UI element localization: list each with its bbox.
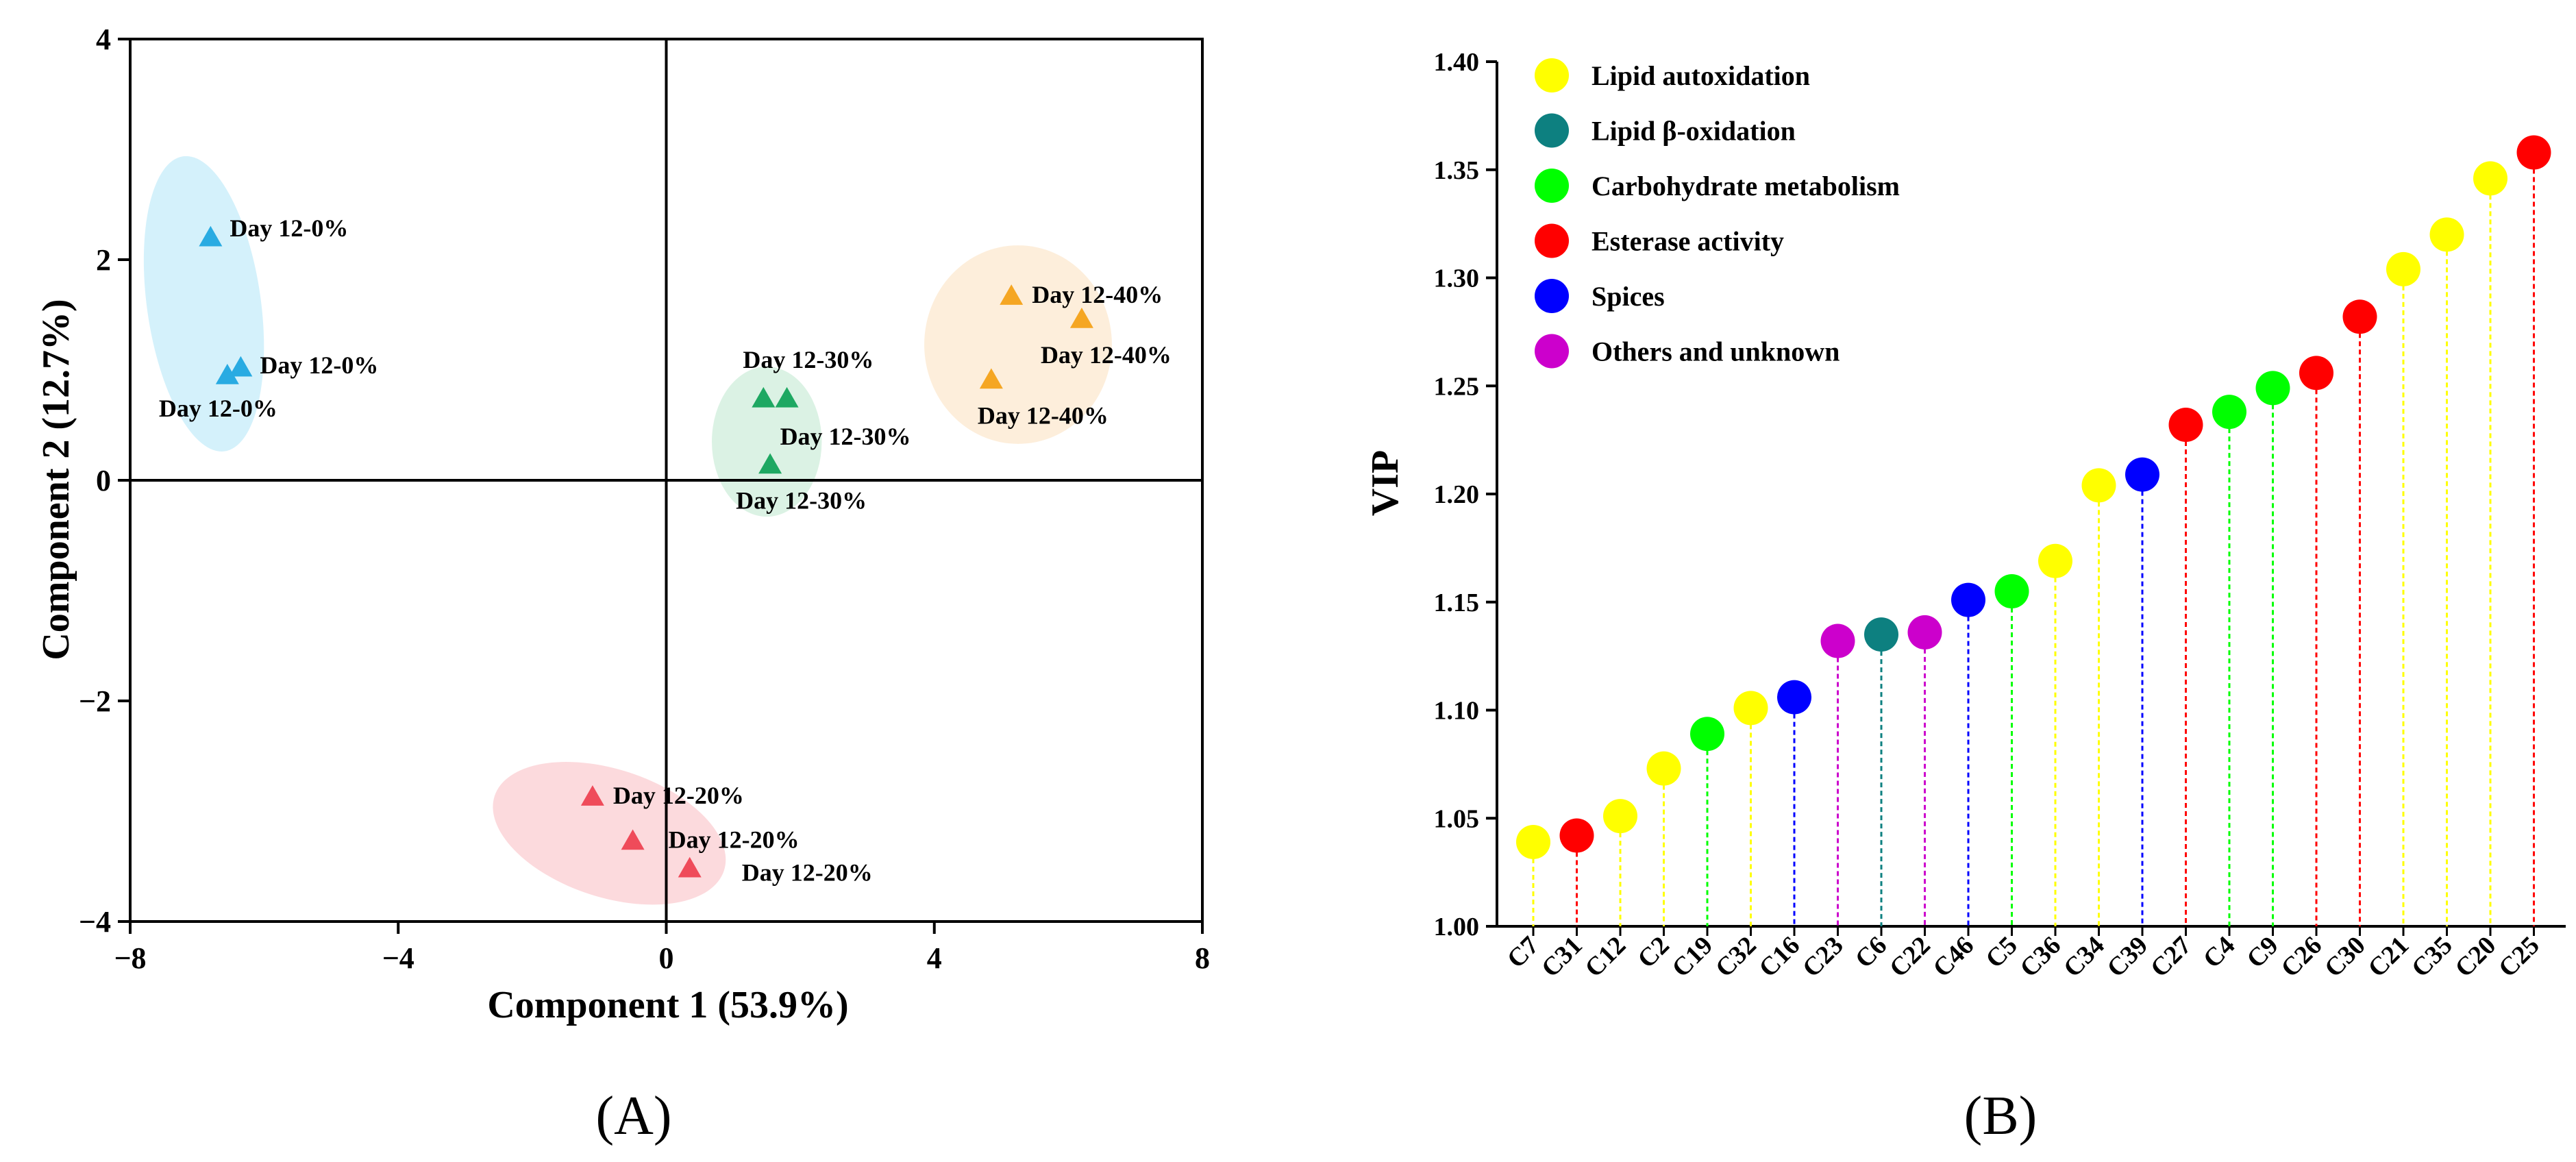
vip-dot-C46 bbox=[1951, 582, 1985, 617]
vip-y-axis-title: VIP bbox=[1364, 450, 1407, 516]
scatter-point-label: Day 12-30% bbox=[736, 486, 867, 514]
y-tick-label: 2 bbox=[96, 243, 111, 277]
vip-dot-C21 bbox=[2386, 251, 2420, 286]
vip-legend: Lipid autoxidation Lipid β-oxidation Carbo… bbox=[1535, 58, 1900, 369]
scatter-point-triangle bbox=[215, 364, 239, 384]
vip-y-tick-label: 1.35 bbox=[1434, 156, 1480, 185]
legend-swatch bbox=[1535, 334, 1569, 369]
vip-dot-C6 bbox=[1864, 617, 1898, 652]
scatter-point-triangle bbox=[678, 856, 702, 878]
x-tick-label: −4 bbox=[382, 941, 414, 975]
vip-dot-C27 bbox=[2168, 408, 2203, 443]
scatter-point-triangle bbox=[1069, 307, 1093, 328]
legend-swatch bbox=[1535, 58, 1569, 92]
vip-dot-C32 bbox=[1733, 691, 1768, 726]
vip-dot-C22 bbox=[1907, 615, 1942, 650]
scatter-point-labels: Day 12-0% Day 12-0% Day 12-0% Day 12-30% Day… bbox=[159, 214, 1172, 887]
panel-label-b: (B) bbox=[1964, 1086, 2038, 1146]
vip-y-tick-label: 1.10 bbox=[1434, 697, 1480, 726]
scatter-point-label: Day 12-20% bbox=[669, 826, 800, 853]
scatter-point-triangle bbox=[621, 829, 645, 850]
legend-label: Carbohydrate metabolism bbox=[1592, 171, 1900, 201]
scatter-point-label: Day 12-30% bbox=[780, 423, 911, 450]
vip-y-tick-label: 1.40 bbox=[1434, 48, 1480, 77]
vip-dot-C36 bbox=[2038, 543, 2072, 578]
vip-y-tick-label: 1.25 bbox=[1434, 372, 1480, 401]
vip-y-tick-label: 1.15 bbox=[1434, 589, 1480, 617]
vip-stems bbox=[1532, 152, 2535, 926]
scatter-point-label: Day 12-30% bbox=[743, 346, 874, 373]
scatter-point-triangle bbox=[758, 453, 782, 474]
vip-dot-C31 bbox=[1559, 818, 1594, 853]
vip-dots bbox=[1516, 135, 2551, 859]
y-axis-title: Component 2 (12.7%) bbox=[35, 299, 77, 660]
group-ellipse-2 bbox=[924, 245, 1112, 444]
y-tick-label: 0 bbox=[96, 464, 111, 497]
vip-dot-C2 bbox=[1646, 751, 1681, 786]
scatter-point-label: Day 12-0% bbox=[260, 351, 378, 379]
vip-dot-C35 bbox=[2429, 217, 2464, 252]
y-tick-label: −4 bbox=[79, 905, 111, 939]
legend-label: Lipid autoxidation bbox=[1592, 60, 1810, 91]
legend-swatch bbox=[1535, 113, 1569, 148]
scatter-point-label: Day 12-40% bbox=[1032, 281, 1163, 308]
legend-label: Others and unknown bbox=[1592, 336, 1840, 367]
x-axis-title: Component 1 (53.9%) bbox=[487, 984, 848, 1026]
scatter-point-triangle bbox=[979, 368, 1003, 389]
vip-dot-C7 bbox=[1516, 824, 1550, 859]
scatter-point-label: Day 12-20% bbox=[613, 782, 744, 809]
vip-dot-C5 bbox=[1994, 573, 2029, 608]
vip-dot-C20 bbox=[2473, 161, 2507, 196]
scatter-point-triangle bbox=[229, 356, 253, 377]
vip-axes: 1.00 1.05 1.10 1.15 1.20 1.25 1.30 1.35 1.40 bbox=[1434, 48, 2566, 941]
vip-y-tick-label: 1.20 bbox=[1434, 480, 1480, 509]
legend-label: Lipid β-oxidation bbox=[1592, 116, 1796, 147]
vip-dot-C9 bbox=[2255, 371, 2290, 406]
vip-dot-C23 bbox=[1820, 623, 1855, 658]
legend-label: Esterase activity bbox=[1592, 226, 1784, 257]
vip-dot-C25 bbox=[2516, 135, 2551, 170]
vip-dot-C19 bbox=[1690, 717, 1724, 752]
x-tick-label: −8 bbox=[114, 941, 146, 975]
scatter-point-triangle bbox=[580, 785, 604, 806]
legend-swatch bbox=[1535, 223, 1569, 258]
vip-y-tick-label: 1.30 bbox=[1434, 264, 1480, 293]
scatter-point-label: Day 12-20% bbox=[742, 859, 873, 887]
vip-dot-C16 bbox=[1777, 680, 1811, 715]
legend-swatch bbox=[1535, 169, 1569, 203]
scatter-point-label: Day 12-0% bbox=[159, 395, 277, 422]
scatter-point-label: Day 12-0% bbox=[230, 214, 348, 242]
legend-label: Spices bbox=[1592, 281, 1665, 312]
scatter-point-triangle bbox=[775, 386, 799, 408]
legend-swatch bbox=[1535, 279, 1569, 313]
x-tick-label: 8 bbox=[1195, 941, 1210, 975]
panel-label-a: (A) bbox=[595, 1086, 671, 1146]
vip-y-tick-label: 1.05 bbox=[1434, 804, 1480, 833]
scatter-point-triangle bbox=[199, 225, 223, 247]
vip-y-tick-label: 1.00 bbox=[1434, 913, 1480, 941]
scatter-point-label: Day 12-40% bbox=[978, 401, 1109, 429]
y-tick-label: −2 bbox=[79, 684, 111, 718]
vip-dot-C12 bbox=[1603, 799, 1637, 834]
vip-dot-C30 bbox=[2342, 299, 2377, 334]
x-tick-label: 4 bbox=[927, 941, 942, 975]
scatter-point-triangle bbox=[1000, 284, 1024, 305]
vip-dot-C4 bbox=[2212, 395, 2246, 430]
scatter-point-triangle bbox=[752, 386, 776, 408]
vip-dot-C26 bbox=[2299, 356, 2333, 391]
scatter-point-label: Day 12-40% bbox=[1041, 341, 1172, 369]
vip-dot-C39 bbox=[2125, 457, 2159, 492]
scatter-points bbox=[199, 225, 1093, 878]
x-tick-label: 0 bbox=[659, 941, 674, 975]
vip-dot-C34 bbox=[2081, 468, 2116, 503]
y-tick-label: 4 bbox=[96, 23, 111, 56]
